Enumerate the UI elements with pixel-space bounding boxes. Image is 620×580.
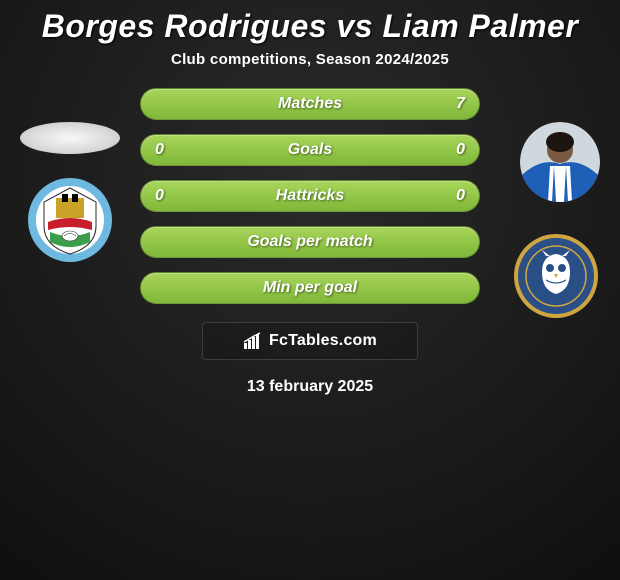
club-right-badge	[512, 232, 600, 320]
stat-row-gpm: Goals per match	[140, 226, 480, 258]
stat-row-matches: Matches 7	[140, 88, 480, 120]
stat-goals-label: Goals	[288, 141, 332, 159]
stat-matches-label: Matches	[278, 95, 342, 113]
page-title: Borges Rodrigues vs Liam Palmer	[0, 8, 620, 45]
stat-goals-left: 0	[155, 141, 164, 159]
stats-table: Matches 7 0 Goals 0 0 Hattricks 0 Goals …	[140, 88, 480, 304]
stat-matches-right: 7	[456, 95, 465, 113]
player-right-photo	[520, 122, 600, 202]
season-subtitle: Club competitions, Season 2024/2025	[0, 51, 620, 68]
sheffield-wednesday-badge-icon	[512, 232, 600, 320]
bar-chart-icon	[243, 332, 265, 350]
branding-text: FcTables.com	[269, 332, 377, 350]
player-right-avatar-icon	[520, 122, 600, 202]
stat-hattricks-left: 0	[155, 187, 164, 205]
snapshot-date: 13 february 2025	[0, 378, 620, 396]
stat-row-mpg: Min per goal	[140, 272, 480, 304]
player-left-photo	[20, 122, 120, 154]
club-left-badge	[26, 176, 114, 264]
comparison-card: Borges Rodrigues vs Liam Palmer Club com…	[0, 0, 620, 396]
stat-row-goals: 0 Goals 0	[140, 134, 480, 166]
stat-gpm-label: Goals per match	[247, 233, 372, 251]
stat-row-hattricks: 0 Hattricks 0	[140, 180, 480, 212]
coventry-badge-icon	[26, 176, 114, 264]
stat-goals-right: 0	[456, 141, 465, 159]
stat-hattricks-label: Hattricks	[276, 187, 344, 205]
stat-hattricks-right: 0	[456, 187, 465, 205]
branding-box: FcTables.com	[202, 322, 418, 360]
stat-mpg-label: Min per goal	[263, 279, 357, 297]
